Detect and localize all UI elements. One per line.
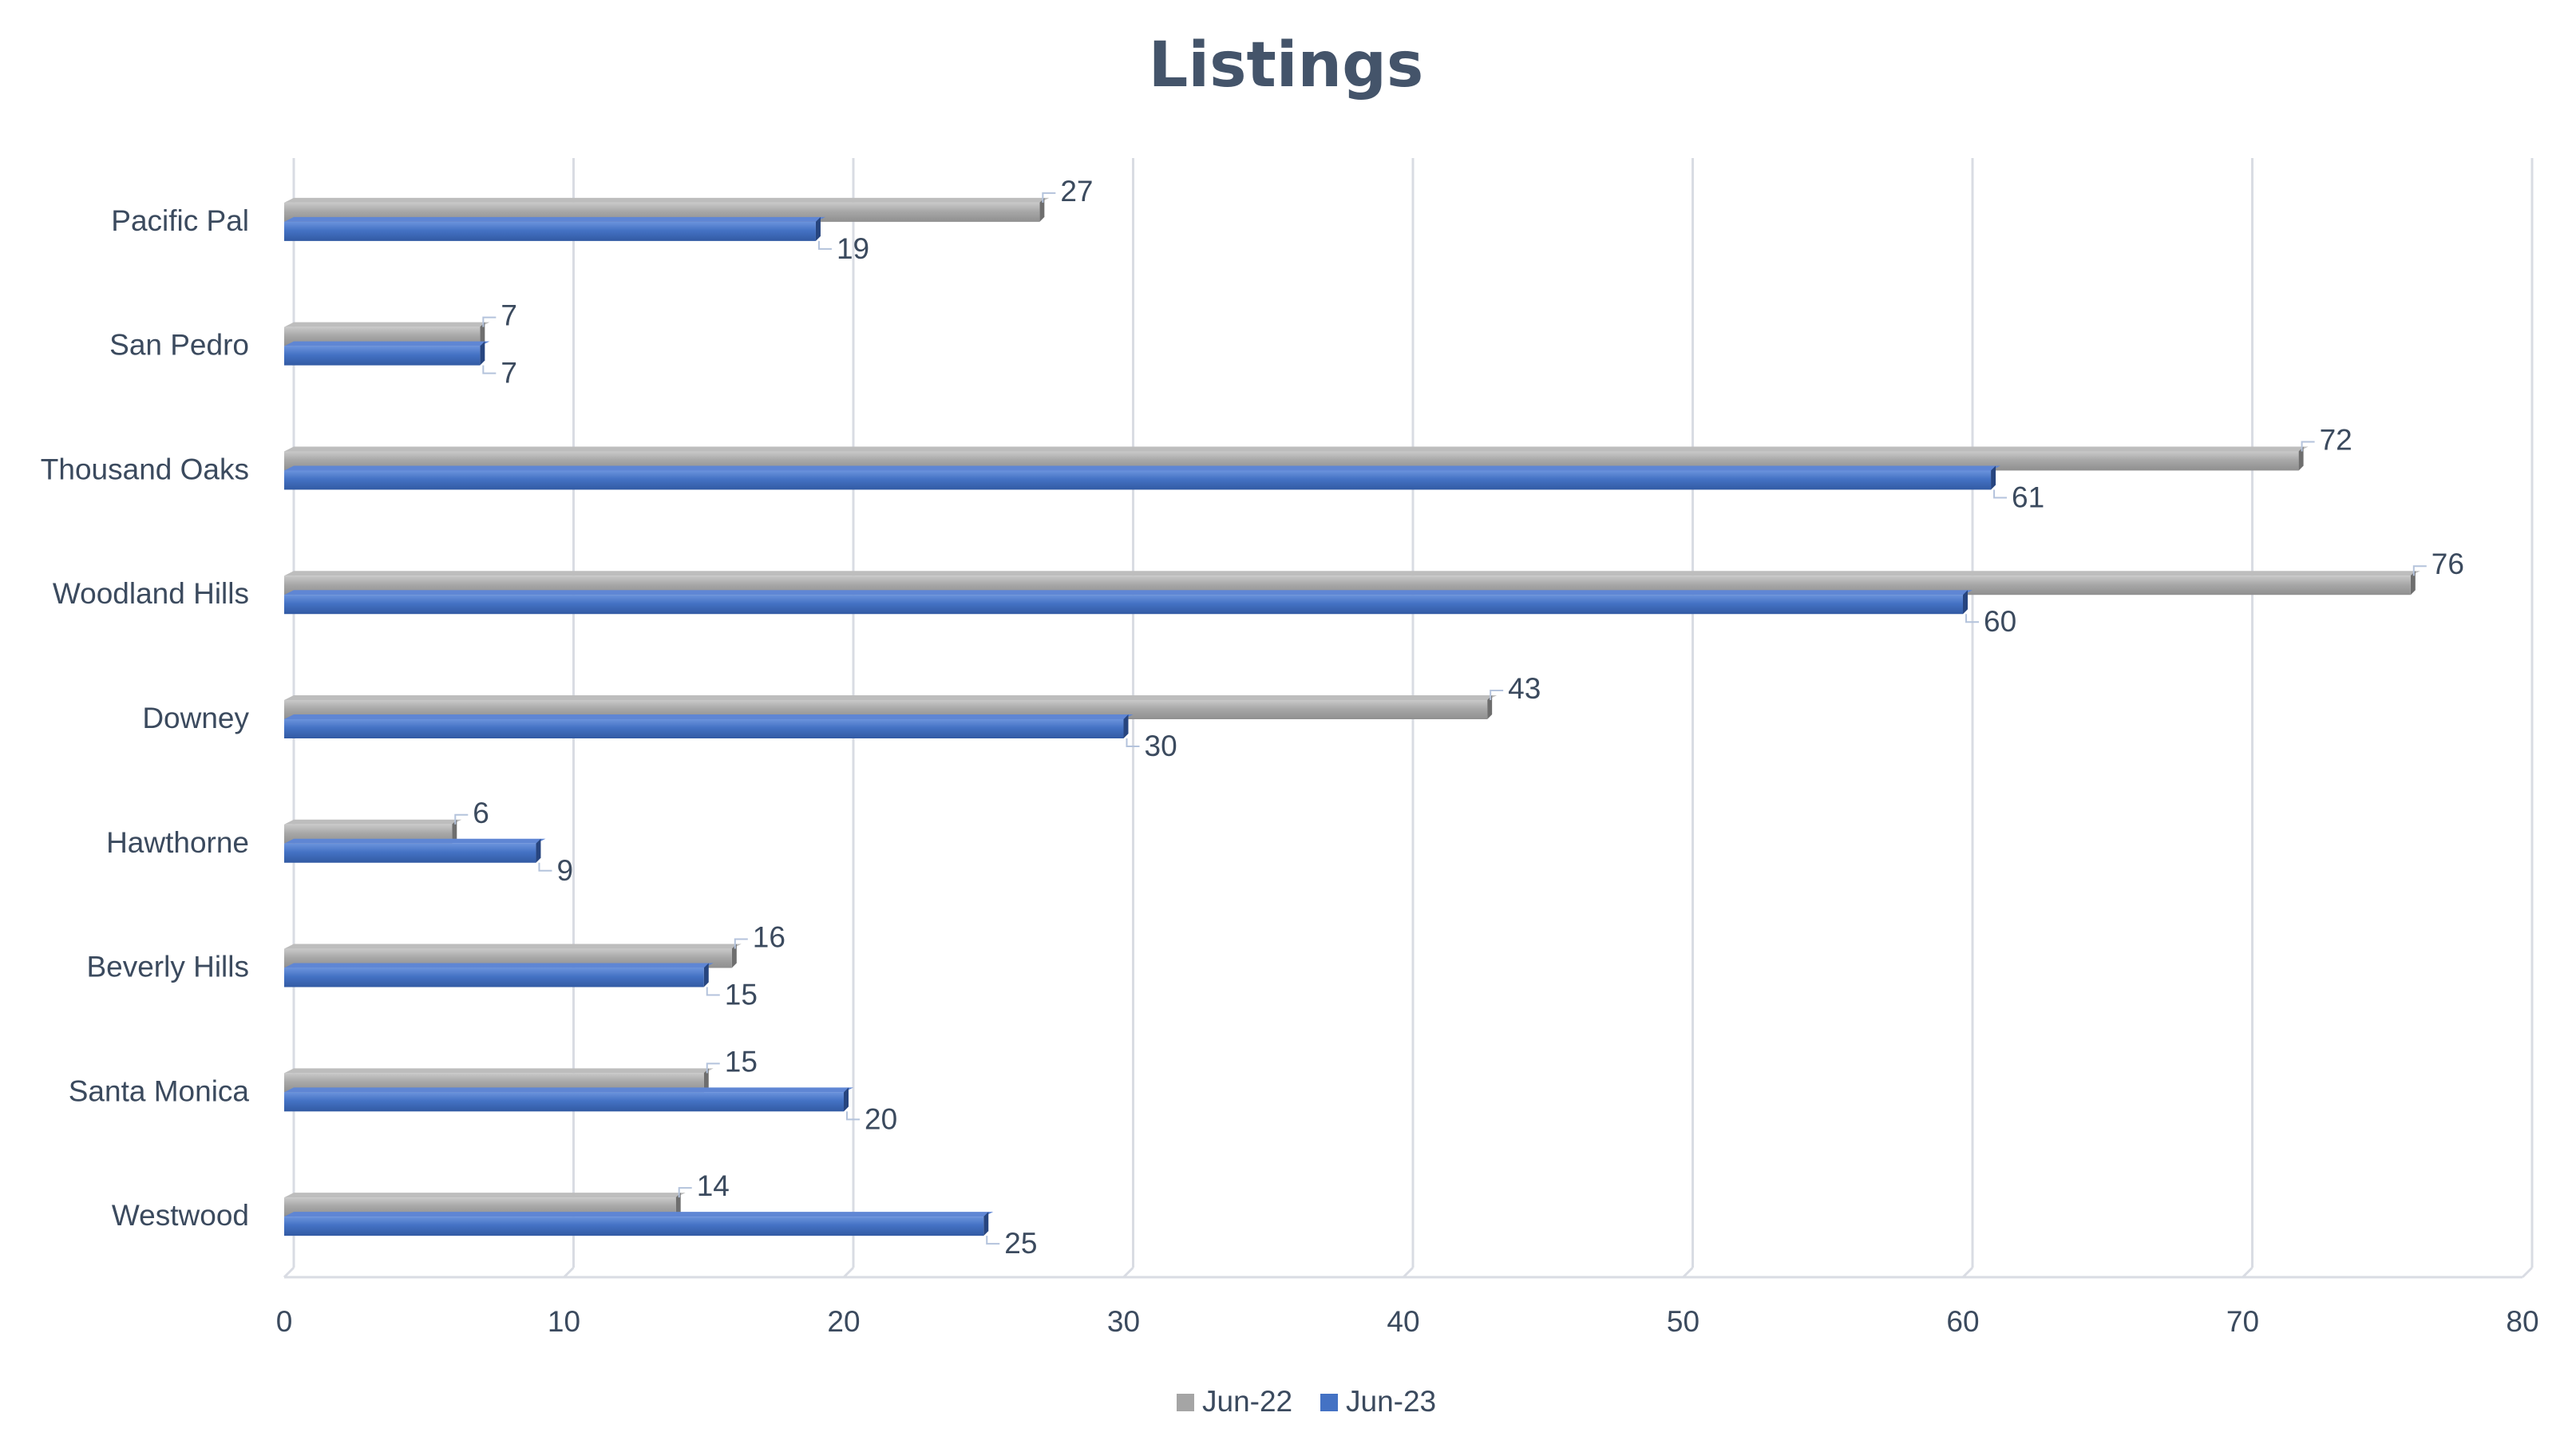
leader-line-jun-23-santa-monica bbox=[846, 1111, 860, 1121]
data-label-jun-22-beverly-hills: 16 bbox=[753, 921, 785, 954]
gridline-foot-0 bbox=[283, 1266, 295, 1279]
bar-jun-23-beverly-hills bbox=[284, 963, 714, 987]
legend-item-jun-22: Jun-22 bbox=[1177, 1385, 1292, 1418]
data-label-jun-23-hawthorne: 9 bbox=[556, 854, 573, 887]
x-tick-label-50: 50 bbox=[1667, 1305, 1699, 1338]
leader-line-jun-23-pacific-pal bbox=[817, 240, 832, 250]
gridline-foot-20 bbox=[842, 1266, 855, 1279]
leader-line-jun-22-santa-monica bbox=[706, 1062, 720, 1074]
data-label-jun-22-woodland-hills: 76 bbox=[2432, 548, 2464, 580]
data-label-jun-22-downey: 43 bbox=[1508, 672, 1541, 705]
gridline-foot-60 bbox=[1961, 1266, 1974, 1279]
category-label-beverly-hills: Beverly Hills bbox=[86, 951, 249, 983]
legend-item-jun-23: Jun-23 bbox=[1320, 1385, 1436, 1418]
bar-jun-23-san-pedro bbox=[284, 341, 490, 366]
bar-jun-23-hawthorne bbox=[284, 838, 546, 863]
category-label-thousand-oaks: Thousand Oaks bbox=[41, 453, 249, 485]
leader-line-jun-22-hawthorne bbox=[454, 813, 469, 825]
data-label-jun-23-pacific-pal: 19 bbox=[837, 232, 869, 265]
leader-line-jun-22-woodland-hills bbox=[2412, 565, 2427, 576]
x-tick-label-70: 70 bbox=[2226, 1305, 2259, 1338]
gridline-foot-10 bbox=[563, 1266, 575, 1279]
x-tick-label-80: 80 bbox=[2506, 1305, 2538, 1338]
data-label-jun-23-westwood: 25 bbox=[1004, 1227, 1037, 1260]
leader-line-jun-22-san-pedro bbox=[482, 316, 497, 327]
x-axis: 0 10 20 30 40 50 60 70 80 bbox=[276, 1276, 2539, 1338]
data-label-jun-22-hawthorne: 6 bbox=[473, 797, 489, 829]
legend: Jun-22 Jun-23 bbox=[1177, 1385, 1436, 1418]
bar-jun-23-thousand-oaks bbox=[284, 465, 2001, 490]
category-label-westwood: Westwood bbox=[112, 1199, 249, 1232]
leader-line-jun-23-hawthorne bbox=[538, 862, 552, 872]
data-label-jun-23-santa-monica: 20 bbox=[865, 1102, 897, 1135]
x-tick-label-30: 30 bbox=[1107, 1305, 1140, 1338]
category-label-hawthorne: Hawthorne bbox=[106, 826, 249, 859]
data-labels: 27 19 7 7 72 61 76 60 43 30 6 9 16 15 15 20 14 25 bbox=[454, 175, 2464, 1260]
data-label-jun-23-san-pedro: 7 bbox=[501, 357, 517, 390]
leader-line-jun-22-thousand-oaks bbox=[2301, 441, 2315, 452]
bar-jun-23-santa-monica bbox=[284, 1087, 853, 1112]
gridline-foot-80 bbox=[2521, 1266, 2534, 1279]
leader-line-jun-23-downey bbox=[1126, 738, 1140, 747]
category-label-woodland-hills: Woodland Hills bbox=[53, 577, 249, 610]
data-label-jun-22-pacific-pal: 27 bbox=[1060, 175, 1093, 208]
gridline-foot-70 bbox=[2242, 1266, 2253, 1279]
category-label-san-pedro: San Pedro bbox=[109, 329, 249, 362]
leader-line-jun-22-beverly-hills bbox=[734, 938, 748, 949]
leader-line-jun-23-beverly-hills bbox=[706, 987, 720, 996]
chart-title: Listings bbox=[1149, 30, 1424, 101]
legend-label-jun-22: Jun-22 bbox=[1202, 1385, 1292, 1418]
x-tick-label-20: 20 bbox=[827, 1305, 860, 1338]
data-label-jun-23-thousand-oaks: 61 bbox=[2012, 481, 2044, 513]
bar-jun-23-pacific-pal bbox=[284, 216, 825, 241]
data-label-jun-22-westwood: 14 bbox=[697, 1169, 730, 1202]
data-label-jun-23-woodland-hills: 60 bbox=[1984, 605, 2016, 638]
leader-line-jun-23-thousand-oaks bbox=[1993, 489, 2008, 499]
data-label-jun-22-san-pedro: 7 bbox=[501, 299, 517, 332]
gridline-foot-30 bbox=[1122, 1266, 1134, 1279]
category-label-downey: Downey bbox=[142, 702, 249, 734]
bar-jun-23-downey bbox=[284, 714, 1134, 738]
x-tick-label-0: 0 bbox=[276, 1305, 293, 1338]
leader-line-jun-23-san-pedro bbox=[482, 365, 497, 374]
legend-swatch-jun-22 bbox=[1177, 1394, 1194, 1411]
category-label-santa-monica: Santa Monica bbox=[69, 1074, 250, 1107]
leader-line-jun-22-downey bbox=[1490, 690, 1504, 700]
leader-line-jun-23-woodland-hills bbox=[1965, 614, 1979, 623]
data-label-jun-23-downey: 30 bbox=[1145, 730, 1177, 762]
bar-jun-23-woodland-hills bbox=[284, 590, 1973, 615]
gridline-foot-50 bbox=[1682, 1266, 1694, 1279]
x-tick-label-60: 60 bbox=[1946, 1305, 1979, 1338]
leader-line-jun-22-westwood bbox=[678, 1187, 692, 1198]
x-tick-label-40: 40 bbox=[1387, 1305, 1419, 1338]
x-tick-label-10: 10 bbox=[548, 1305, 580, 1338]
leader-line-jun-22-pacific-pal bbox=[1042, 192, 1056, 203]
category-label-pacific-pal: Pacific Pal bbox=[111, 204, 249, 237]
bars bbox=[284, 197, 2420, 1236]
category-axis: Pacific Pal San Pedro Thousand Oaks Woodlan… bbox=[41, 204, 250, 1232]
data-label-jun-22-thousand-oaks: 72 bbox=[2320, 423, 2352, 456]
leader-line-jun-23-westwood bbox=[986, 1236, 1000, 1245]
legend-swatch-jun-23 bbox=[1320, 1394, 1338, 1411]
legend-label-jun-23: Jun-23 bbox=[1346, 1385, 1436, 1418]
data-label-jun-23-beverly-hills: 15 bbox=[725, 979, 758, 1011]
bar-jun-23-westwood bbox=[284, 1212, 994, 1236]
gridline-foot-40 bbox=[1402, 1266, 1415, 1279]
data-label-jun-22-santa-monica: 15 bbox=[725, 1045, 758, 1078]
